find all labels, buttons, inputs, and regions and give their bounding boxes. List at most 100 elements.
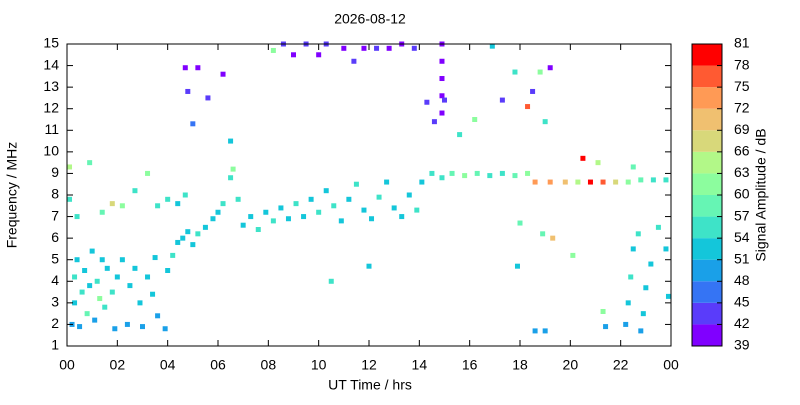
data-point <box>102 304 108 310</box>
data-point <box>104 265 110 271</box>
y-axis-label: Frequency / MHz <box>4 142 20 249</box>
data-point <box>285 216 291 222</box>
colorbar-tick-label: 39 <box>734 337 750 353</box>
data-point <box>439 110 445 116</box>
data-point <box>643 285 649 291</box>
data-point <box>308 196 314 202</box>
y-tick-label: 15 <box>43 35 59 51</box>
data-point <box>72 300 78 306</box>
data-point <box>72 274 78 280</box>
data-point <box>562 179 568 185</box>
data-point <box>140 324 145 330</box>
colorbar-label: Signal Amplitude / dB <box>753 128 769 261</box>
data-point <box>328 278 334 284</box>
y-tick-label: 10 <box>43 143 59 159</box>
y-tick-label: 4 <box>51 272 59 288</box>
data-point <box>235 196 241 202</box>
data-point <box>547 179 553 185</box>
data-point <box>74 214 80 220</box>
y-tick-label: 12 <box>43 99 59 115</box>
data-point <box>170 252 176 258</box>
data-point <box>155 313 161 319</box>
colorbar-tick-label: 72 <box>734 99 750 115</box>
colorbar-band <box>692 130 722 152</box>
data-point <box>84 311 90 317</box>
data-point <box>517 220 523 226</box>
data-point <box>376 194 382 200</box>
data-point <box>406 192 412 198</box>
data-point <box>442 97 447 103</box>
data-point <box>87 283 93 289</box>
data-point <box>439 76 445 82</box>
colorbar-tick-label: 78 <box>734 56 750 72</box>
y-tick-label: 8 <box>51 186 59 202</box>
colorbar-tick-label: 48 <box>734 272 750 288</box>
data-point <box>580 155 586 161</box>
colorbar-tick-label: 42 <box>734 315 750 331</box>
colorbar-tick-label: 66 <box>734 143 750 159</box>
colorbar-band <box>692 151 722 174</box>
x-tick-label: 18 <box>512 357 528 373</box>
data-point <box>489 43 495 49</box>
data-point <box>145 274 151 280</box>
data-point <box>97 296 103 302</box>
data-point <box>575 179 581 185</box>
data-point <box>248 214 254 220</box>
data-point <box>635 231 641 237</box>
data-point <box>424 99 430 105</box>
data-point <box>366 263 372 269</box>
data-point <box>220 201 226 207</box>
colorbar-tick-label: 57 <box>734 207 750 223</box>
colorbar-band <box>692 108 722 131</box>
data-point <box>316 209 322 215</box>
data-point <box>182 192 188 198</box>
data-point <box>472 117 478 122</box>
data-point <box>369 216 375 222</box>
data-point <box>331 203 337 209</box>
data-point <box>499 170 505 176</box>
data-point <box>439 58 445 64</box>
data-point <box>625 300 631 306</box>
data-point <box>270 218 276 224</box>
data-point <box>82 268 88 273</box>
data-point <box>600 179 606 185</box>
colorbar-band <box>692 173 722 195</box>
data-point <box>374 45 380 51</box>
data-point <box>648 261 654 267</box>
x-tick-label: 00 <box>59 357 75 373</box>
x-axis-label: UT Time / hrs <box>328 377 412 393</box>
y-tick-label: 1 <box>51 337 59 353</box>
data-point <box>623 321 629 327</box>
data-point <box>361 207 367 213</box>
y-tick-label: 3 <box>51 294 59 310</box>
x-tick-label: 02 <box>110 357 126 373</box>
data-point <box>439 93 445 99</box>
data-point <box>94 278 100 284</box>
data-point <box>185 229 191 235</box>
data-point <box>384 179 390 185</box>
data-point <box>301 214 307 220</box>
data-point <box>625 179 631 185</box>
data-point <box>150 291 156 297</box>
data-point <box>540 231 546 237</box>
data-point <box>630 246 636 252</box>
y-tick-label: 9 <box>51 164 59 180</box>
data-point <box>180 235 186 241</box>
data-point <box>547 65 553 71</box>
data-point <box>165 196 171 202</box>
data-point <box>145 170 151 176</box>
plot-frame <box>66 43 672 347</box>
colorbar-band <box>692 44 722 66</box>
colorbar-band <box>692 65 722 88</box>
data-point <box>263 209 269 215</box>
data-point <box>663 246 669 252</box>
x-tick-label: 20 <box>563 357 579 373</box>
data-point <box>386 45 392 51</box>
data-point <box>663 177 669 183</box>
x-tick-label: 04 <box>160 357 176 373</box>
data-point <box>474 170 480 176</box>
data-point <box>399 214 405 220</box>
data-point <box>449 170 455 176</box>
colorbar-tick-label: 54 <box>734 229 750 245</box>
